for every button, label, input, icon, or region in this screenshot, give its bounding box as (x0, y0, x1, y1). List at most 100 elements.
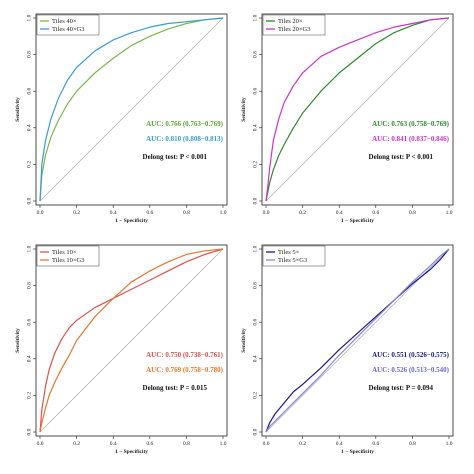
x-axis-label: 1 − Specificity (115, 218, 148, 224)
auc-annotation: AUC: 0.763 (0.758−0.769) (372, 120, 450, 128)
x-tick-label: 0.6 (372, 441, 379, 447)
auc-annotation: AUC: 0.526 (0.513−0.540) (372, 366, 450, 374)
x-tick-label: 0.6 (146, 210, 153, 216)
roc-curve-1 (265, 248, 450, 433)
y-tick-label: 0.4 (26, 355, 32, 362)
plot-frame (35, 13, 228, 206)
x-tick-label: 0.8 (409, 210, 416, 216)
y-tick-label: 0.0 (26, 197, 32, 204)
y-tick-label: 1.0 (26, 14, 32, 21)
legend-box (262, 245, 326, 267)
x-tick-label: 0.2 (73, 441, 80, 447)
legend-entry: Tiles 5× (278, 249, 300, 256)
y-tick-label: 1.0 (252, 14, 258, 21)
plot-frame (261, 13, 454, 206)
y-tick-label: 0.4 (26, 124, 32, 131)
reference-diagonal (39, 248, 224, 433)
y-tick-label: 1.0 (26, 245, 32, 252)
roc-curve-2 (39, 17, 224, 202)
y-tick-label: 0.0 (26, 428, 32, 435)
delong-test-annotation: Delong test: P < 0.001 (369, 153, 434, 161)
auc-annotation: AUC: 0.769 (0.758−0.780) (146, 366, 224, 374)
y-tick-label: 0.0 (252, 197, 258, 204)
x-tick-label: 1.0 (220, 210, 227, 216)
x-tick-label: 0.0 (263, 441, 270, 447)
legend-entry: Tiles 20×G3 (278, 26, 311, 33)
y-tick-label: 0.8 (26, 282, 32, 289)
delong-test-annotation: Delong test: P = 0.094 (369, 384, 434, 392)
x-axis-label: 1 − Specificity (341, 449, 374, 455)
legend-box (36, 245, 100, 267)
y-axis-label: Sensitivity (15, 328, 21, 353)
x-tick-label: 0.0 (37, 210, 44, 216)
y-tick-label: 0.6 (26, 319, 32, 326)
roc-panel-1: 0.0 0.0 0.2 0.2 0.4 0.4 0.6 0.6 0.8 0.8 1.0 1.0 1 − … (15, 13, 228, 224)
y-axis-label: Sensitivity (15, 97, 21, 122)
roc-panel-4: 0.0 0.0 0.2 0.2 0.4 0.4 0.6 0.6 0.8 0.8 1.0 1.0 1 − … (241, 244, 454, 455)
roc-curve-1 (265, 17, 450, 202)
x-tick-label: 0.8 (409, 441, 416, 447)
y-tick-label: 0.4 (252, 124, 258, 131)
y-tick-label: 0.4 (252, 355, 258, 362)
auc-annotation: AUC: 0.841 (0.837−0.846) (372, 135, 450, 143)
legend-entry: Tiles 10× (52, 249, 77, 256)
y-tick-label: 0.2 (252, 161, 258, 168)
x-tick-label: 0.4 (336, 441, 343, 447)
auc-annotation: AUC: 0.551 (0.526−0.575) (372, 351, 450, 359)
x-tick-label: 1.0 (446, 210, 453, 216)
x-axis-label: 1 − Specificity (115, 449, 148, 455)
y-tick-label: 1.0 (252, 245, 258, 252)
roc-panel-3: 0.0 0.0 0.2 0.2 0.4 0.4 0.6 0.6 0.8 0.8 1.0 1.0 1 − … (15, 244, 228, 455)
x-tick-label: 0.6 (372, 210, 379, 216)
y-tick-label: 0.2 (26, 392, 32, 399)
reference-diagonal (39, 17, 224, 202)
y-axis-label: Sensitivity (241, 328, 247, 353)
legend-box (262, 14, 326, 36)
x-tick-label: 0.4 (110, 441, 117, 447)
x-tick-label: 0.0 (37, 441, 44, 447)
roc-panel-2: 0.0 0.0 0.2 0.2 0.4 0.4 0.6 0.6 0.8 0.8 1.0 1.0 1 − … (241, 13, 454, 224)
auc-annotation: AUC: 0.766 (0.763−0.769) (146, 120, 224, 128)
roc-curve-2 (265, 17, 450, 202)
legend-entry: Tiles 10×G3 (52, 257, 85, 264)
legend: Tiles 40×Tiles 40×G3 (36, 14, 100, 36)
x-tick-label: 0.0 (263, 210, 270, 216)
x-tick-label: 0.8 (183, 210, 190, 216)
x-tick-label: 0.4 (110, 210, 117, 216)
x-axis-label: 1 − Specificity (341, 218, 374, 224)
y-axis-label: Sensitivity (241, 97, 247, 122)
delong-test-annotation: Delong test: P < 0.001 (143, 153, 208, 161)
roc-curve-1 (39, 17, 224, 202)
plot-frame (35, 244, 228, 437)
y-tick-label: 0.6 (252, 319, 258, 326)
legend: Tiles 20×Tiles 20×G3 (262, 14, 326, 36)
legend-entry: Tiles 20× (278, 18, 303, 25)
x-tick-label: 0.2 (299, 441, 306, 447)
y-tick-label: 0.0 (252, 428, 258, 435)
auc-annotation: AUC: 0.810 (0.808−0.813) (146, 135, 224, 143)
x-tick-label: 0.2 (299, 210, 306, 216)
reference-diagonal (265, 17, 450, 202)
legend-entry: Tiles 5×G3 (278, 257, 307, 264)
x-tick-label: 1.0 (220, 441, 227, 447)
legend-box (36, 14, 100, 36)
x-tick-label: 1.0 (446, 441, 453, 447)
y-tick-label: 0.8 (252, 282, 258, 289)
roc-curve-2 (39, 248, 224, 433)
auc-annotation: AUC: 0.750 (0.738−0.761) (146, 351, 224, 359)
x-tick-label: 0.6 (146, 441, 153, 447)
roc-curve-2 (265, 248, 450, 433)
y-tick-label: 0.2 (252, 392, 258, 399)
y-tick-label: 0.6 (252, 88, 258, 95)
legend-entry: Tiles 40× (52, 18, 77, 25)
x-tick-label: 0.8 (183, 441, 190, 447)
delong-test-annotation: Delong test: P = 0.015 (143, 384, 208, 392)
x-tick-label: 0.4 (336, 210, 343, 216)
roc-curve-1 (39, 248, 224, 433)
y-tick-label: 0.2 (26, 161, 32, 168)
x-tick-label: 0.2 (73, 210, 80, 216)
y-tick-label: 0.8 (26, 51, 32, 58)
legend: Tiles 5×Tiles 5×G3 (262, 245, 326, 267)
legend-entry: Tiles 40×G3 (52, 26, 85, 33)
